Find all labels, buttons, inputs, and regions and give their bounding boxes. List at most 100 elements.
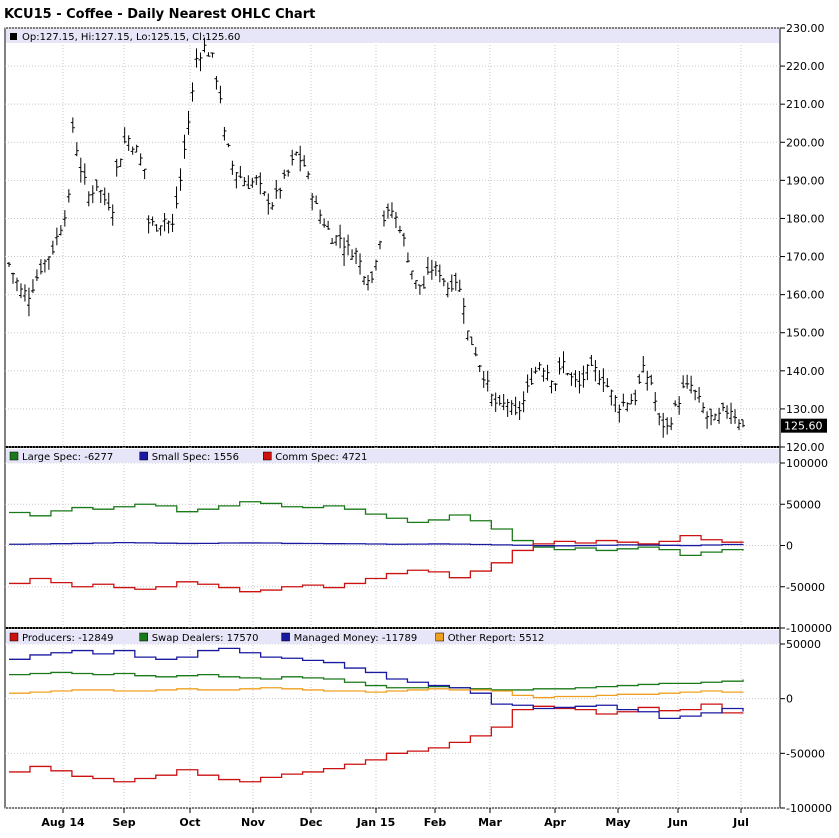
- ohlc-bar: [529, 367, 534, 385]
- ohlc-bar: [170, 213, 175, 232]
- ohlc-bar: [609, 389, 614, 406]
- ohlc-bar: [393, 211, 398, 229]
- ohlc-bar: [385, 203, 390, 219]
- ohlc-bar: [94, 179, 99, 191]
- ohlc-bar: [18, 283, 23, 299]
- legend-swatch: [263, 451, 272, 461]
- x-tick-label: May: [605, 816, 630, 829]
- ohlc-bar: [417, 284, 422, 295]
- ohlc-bar: [286, 169, 291, 177]
- ohlc-bar: [362, 275, 367, 285]
- legend-swatch: [9, 451, 19, 461]
- ohlc-bar: [661, 412, 666, 438]
- ohlc-bar: [377, 240, 382, 250]
- legend-entry: Large Spec: -6277: [22, 452, 113, 463]
- y-tick-label: 50000: [786, 498, 821, 511]
- y-tick-label: 0: [786, 693, 793, 706]
- ohlc-bar: [22, 284, 27, 302]
- ohlc-bar: [685, 374, 690, 389]
- ohlc-bar: [350, 249, 355, 260]
- ohlc-bar: [154, 224, 159, 232]
- ohlc-bar: [374, 259, 378, 271]
- ohlc-bar: [226, 143, 231, 148]
- ohlc-bar: [681, 375, 686, 389]
- ohlc-bar: [354, 247, 359, 265]
- ohlc-bar: [621, 393, 626, 407]
- ohlc-bar: [66, 189, 71, 203]
- ohlc-bar: [166, 220, 171, 234]
- ohlc-bar: [206, 52, 211, 57]
- ohlc-bar: [202, 37, 207, 53]
- x-tick-label: Feb: [424, 816, 447, 829]
- ohlc-bar: [314, 195, 319, 205]
- ohlc-bar: [198, 52, 203, 72]
- ohlc-bar: [342, 237, 347, 266]
- last-price-label: 125.60: [784, 420, 823, 433]
- y-tick-label: 190.00: [786, 174, 825, 187]
- ohlc-bar: [601, 368, 606, 392]
- ohlc-bar: [493, 392, 498, 412]
- y-tick-label: 210.00: [786, 98, 825, 111]
- ohlc-bar: [641, 355, 646, 373]
- series-line-managed-money: [9, 647, 744, 719]
- ohlc-bar: [74, 142, 79, 157]
- ohlc-bar: [553, 383, 558, 392]
- ohlc-bar: [473, 346, 478, 357]
- ohlc-bar: [26, 287, 31, 317]
- x-tick-label: Jan 15: [356, 816, 395, 829]
- ohlc-bar: [465, 330, 470, 341]
- ohlc-bar: [469, 336, 474, 346]
- ohlc-bar: [657, 412, 662, 426]
- ohlc-bar: [294, 151, 299, 156]
- ohlc-bar: [98, 189, 103, 204]
- y-tick-label: -100000: [786, 622, 832, 635]
- y-tick-label: 50000: [786, 638, 821, 651]
- ohlc-bar: [705, 411, 710, 429]
- ohlc-bar: [230, 160, 235, 175]
- series-line-swap-dealers: [9, 671, 744, 691]
- ohlc-bar: [258, 172, 263, 195]
- ohlc-bar: [489, 393, 494, 407]
- ohlc-bar: [741, 419, 745, 428]
- ohlc-bar: [7, 262, 11, 268]
- series-line-comm-spec: [9, 534, 744, 593]
- ohlc-bar: [46, 256, 51, 270]
- y-tick-label: 160.00: [786, 289, 825, 302]
- ohlc-bar: [533, 366, 538, 374]
- ohlc-bar: [186, 110, 191, 135]
- ohlc-bar: [593, 359, 598, 382]
- legend-swatch: [10, 33, 17, 40]
- ohlc-bar: [677, 396, 682, 415]
- ohlc-bar: [102, 187, 107, 206]
- legend-entry: Managed Money: -11789: [294, 633, 418, 644]
- ohlc-bar: [453, 272, 458, 291]
- ohlc-bar: [346, 234, 351, 256]
- x-tick-label: Dec: [299, 816, 322, 829]
- ohlc-bar: [34, 269, 39, 281]
- ohlc-bar: [729, 402, 734, 424]
- ohlc-bar: [242, 176, 247, 187]
- x-tick-label: Jun: [667, 816, 688, 829]
- ohlc-bar: [397, 225, 402, 234]
- y-tick-label: 100000: [786, 457, 828, 470]
- ohlc-bar: [318, 209, 323, 224]
- ohlc-bar: [505, 399, 510, 417]
- ohlc-bar: [425, 256, 430, 275]
- ohlc-bar: [238, 165, 243, 179]
- ohlc-bar: [509, 400, 514, 415]
- ohlc-bar: [497, 394, 502, 406]
- ohlc-bar: [701, 402, 706, 414]
- ohlc-bar: [737, 419, 742, 431]
- ohlc-bar: [82, 163, 87, 185]
- ohlc-bar: [617, 404, 622, 423]
- y-tick-label: 140.00: [786, 365, 825, 378]
- ohlc-bar: [194, 48, 199, 68]
- ohlc-bar: [210, 52, 215, 58]
- ohlc-bar: [106, 192, 111, 211]
- ohlc-bar: [693, 389, 698, 401]
- ohlc-bar: [585, 364, 590, 381]
- ohlc-bar: [134, 144, 139, 153]
- ohlc-bar: [214, 76, 219, 90]
- y-tick-label: 170.00: [786, 251, 825, 264]
